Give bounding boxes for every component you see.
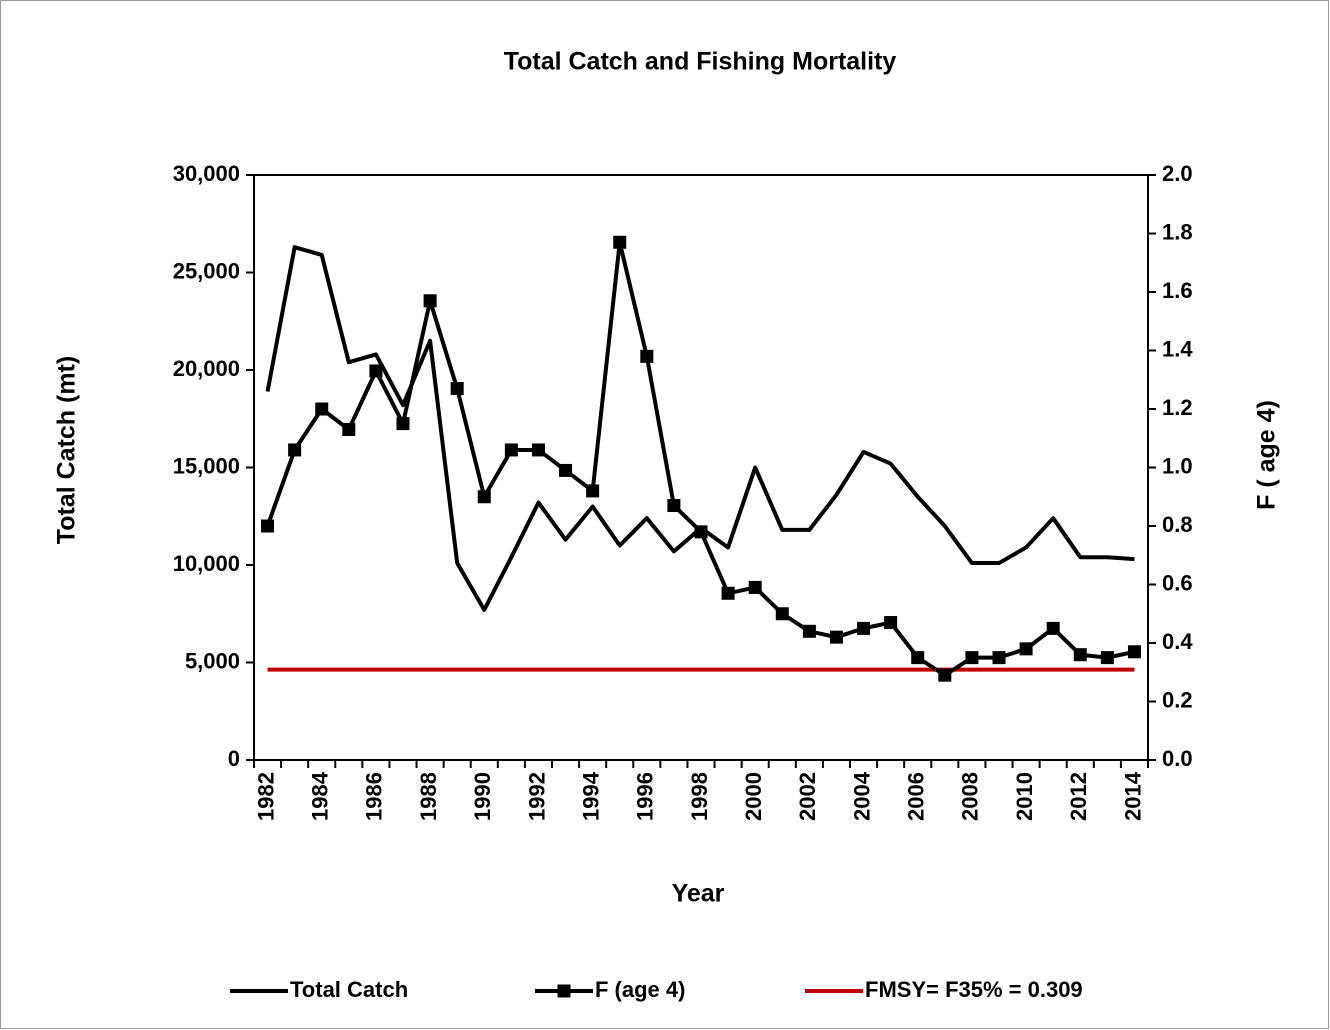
y-tick-label: 5,000 [185,648,240,673]
marker [802,624,816,638]
x-tick-label: 1994 [578,771,603,821]
marker [829,630,843,644]
x-tick-label: 1982 [253,772,278,821]
x-tick-label: 2000 [741,772,766,821]
x-tick-label: 2002 [795,772,820,821]
marker [396,417,410,431]
x-tick-label: 2014 [1120,771,1145,821]
marker [342,422,356,436]
marker [477,490,491,504]
marker [504,443,518,457]
marker [667,499,681,513]
x-tick-label: 1988 [416,772,441,821]
marker [640,349,654,363]
marker [288,443,302,457]
marker [531,443,545,457]
y2-tick-label: 0.4 [1162,629,1193,654]
legend-label: FMSY= F35% = 0.309 [865,977,1083,1002]
y2-tick-label: 0.8 [1162,512,1193,537]
marker [450,382,464,396]
x-tick-label: 2010 [1012,772,1037,821]
marker [857,621,871,635]
y2-tick-label: 1.0 [1162,453,1193,478]
x-tick-label: 1984 [308,771,333,821]
y-tick-label: 25,000 [173,258,240,283]
y2-tick-label: 0.6 [1162,570,1193,595]
marker [694,525,708,539]
chart-title: Total Catch and Fishing Mortality [504,48,897,76]
y2-tick-label: 1.6 [1162,278,1193,303]
marker [315,402,329,416]
y2-tick-label: 0.2 [1162,687,1193,712]
x-tick-label: 2006 [904,772,929,821]
marker [1100,651,1114,665]
x-tick-label: 1998 [687,772,712,821]
y-tick-label: 15,000 [173,453,240,478]
y2-tick-label: 1.2 [1162,395,1193,420]
y-tick-label: 30,000 [173,161,240,186]
marker [775,607,789,621]
marker [911,651,925,665]
x-tick-label: 2004 [849,771,874,821]
y-axis-title: Total Catch (mt) [53,356,81,544]
marker [748,580,762,594]
marker [559,463,573,477]
y2-tick-label: 2.0 [1162,161,1193,186]
y2-axis-title: F ( age 4) [1253,400,1281,510]
y-tick-label: 20,000 [173,356,240,381]
marker [613,235,627,249]
marker [1019,642,1033,656]
marker [586,484,600,498]
marker [423,294,437,308]
y-tick-label: 0 [228,746,240,771]
y2-tick-label: 0.0 [1162,746,1193,771]
marker [1073,648,1087,662]
x-tick-label: 1990 [470,772,495,821]
x-tick-label: 2008 [958,772,983,821]
legend-label: F (age 4) [595,977,685,1002]
x-tick-label: 1992 [524,772,549,821]
marker [938,668,952,682]
x-axis-title: Year [672,880,725,908]
x-tick-label: 1986 [362,772,387,821]
marker [721,586,735,600]
marker [992,651,1006,665]
x-tick-label: 1996 [633,772,658,821]
marker [1046,621,1060,635]
x-tick-label: 2012 [1066,772,1091,821]
marker [884,616,898,630]
marker [1127,645,1141,659]
y2-tick-label: 1.8 [1162,219,1193,244]
marker [261,519,275,533]
y2-tick-label: 1.4 [1162,336,1193,361]
marker [369,364,383,378]
y-tick-label: 10,000 [173,551,240,576]
marker [965,651,979,665]
legend-label: Total Catch [290,977,408,1002]
legend-marker [557,984,571,998]
